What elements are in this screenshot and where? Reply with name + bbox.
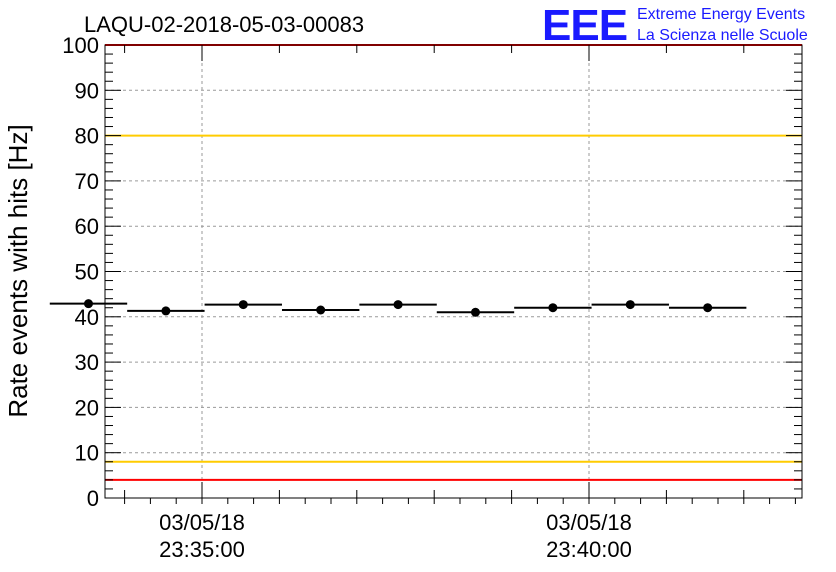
y-tick-label: 70: [75, 169, 99, 194]
grid: [105, 45, 802, 498]
x-tick-time: 23:35:00: [159, 537, 245, 562]
y-tick-label: 100: [62, 33, 99, 58]
y-tick-label: 90: [75, 78, 99, 103]
data-point: [316, 305, 326, 315]
logo-letters: EEE: [542, 1, 627, 50]
data-point: [548, 303, 558, 313]
logo-line-1: Extreme Energy Events: [637, 6, 805, 23]
data-point: [470, 307, 480, 317]
y-tick-label: 10: [75, 441, 99, 466]
y-tick-label: 40: [75, 305, 99, 330]
data-point: [161, 306, 171, 316]
y-axis-ticks: 0 10 20 30 40 50 60 70 80 90 100: [62, 33, 802, 511]
data-point: [703, 303, 713, 313]
data-point: [238, 300, 248, 310]
reference-lines: [105, 44, 802, 481]
data-point: [625, 300, 635, 310]
y-axis-label: Rate events with hits [Hz]: [3, 124, 33, 417]
logo-line-2: La Scienza nelle Scuole: [637, 27, 808, 44]
y-tick-label: 30: [75, 350, 99, 375]
x-tick-time: 23:40:00: [546, 537, 632, 562]
x-tick-date: 03/05/18: [159, 510, 245, 535]
x-tick-date: 03/05/18: [546, 510, 632, 535]
y-tick-label: 60: [75, 214, 99, 239]
data-point: [83, 299, 93, 309]
y-tick-label: 20: [75, 395, 99, 420]
y-tick-label: 50: [75, 260, 99, 285]
chart-title: LAQU-02-2018-05-03-00083: [84, 12, 364, 37]
y-tick-label: 0: [87, 486, 99, 511]
eee-logo: EEE Extreme Energy Events La Scienza nel…: [542, 1, 808, 50]
data-point: [393, 300, 403, 310]
y-tick-label: 80: [75, 124, 99, 149]
data-series: [49, 299, 747, 317]
